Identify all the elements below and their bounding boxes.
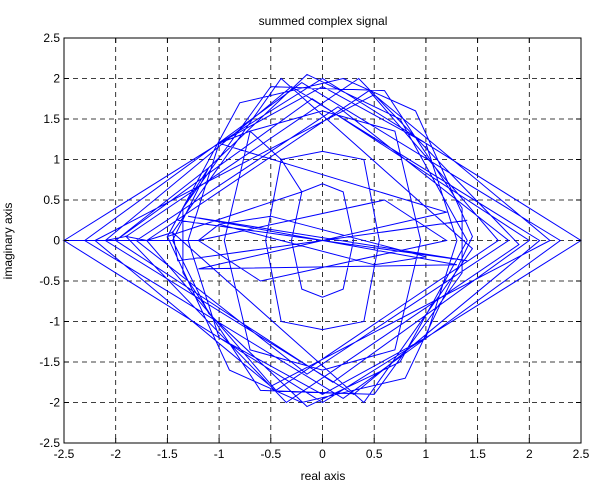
x-tick-label: 1 <box>423 447 430 461</box>
x-tick-label: 0.5 <box>366 447 383 461</box>
y-tick-label: 1 <box>53 153 60 167</box>
y-tick-label: -0.5 <box>39 274 60 288</box>
y-tick-label: -1 <box>49 315 60 329</box>
y-ticks: -2.5 -2 -1.5 -1 -0.5 0 0.5 1 1.5 2 2.5 <box>39 31 581 450</box>
x-tick-label: -2 <box>110 447 121 461</box>
x-tick-label: -0.5 <box>260 447 281 461</box>
chart-title: summed complex signal <box>259 14 388 28</box>
y-tick-label: -1.5 <box>39 355 60 369</box>
y-tick-label: 0.5 <box>43 193 60 207</box>
x-tick-label: 2 <box>526 447 533 461</box>
y-tick-label: -2 <box>49 396 60 410</box>
x-axis-label: real axis <box>301 469 346 483</box>
y-tick-label: 1.5 <box>43 112 60 126</box>
y-tick-label: 2.5 <box>43 31 60 45</box>
y-tick-label: -2.5 <box>39 436 60 450</box>
x-ticks: -2.5 -2 -1.5 -1 -0.5 0 0.5 1 1.5 2 2.5 <box>54 38 590 461</box>
x-tick-label: 0 <box>319 447 326 461</box>
series-line <box>62 73 582 408</box>
y-axis-label: imaginary axis <box>1 203 15 280</box>
x-tick-label: -2.5 <box>54 447 75 461</box>
x-tick-label: 2.5 <box>573 447 590 461</box>
x-tick-label: -1 <box>214 447 225 461</box>
x-tick-label: -1.5 <box>157 447 178 461</box>
y-tick-label: 2 <box>53 72 60 86</box>
y-tick-label: 0 <box>53 234 60 248</box>
x-tick-label: 1.5 <box>469 447 486 461</box>
plot-area <box>62 73 582 408</box>
